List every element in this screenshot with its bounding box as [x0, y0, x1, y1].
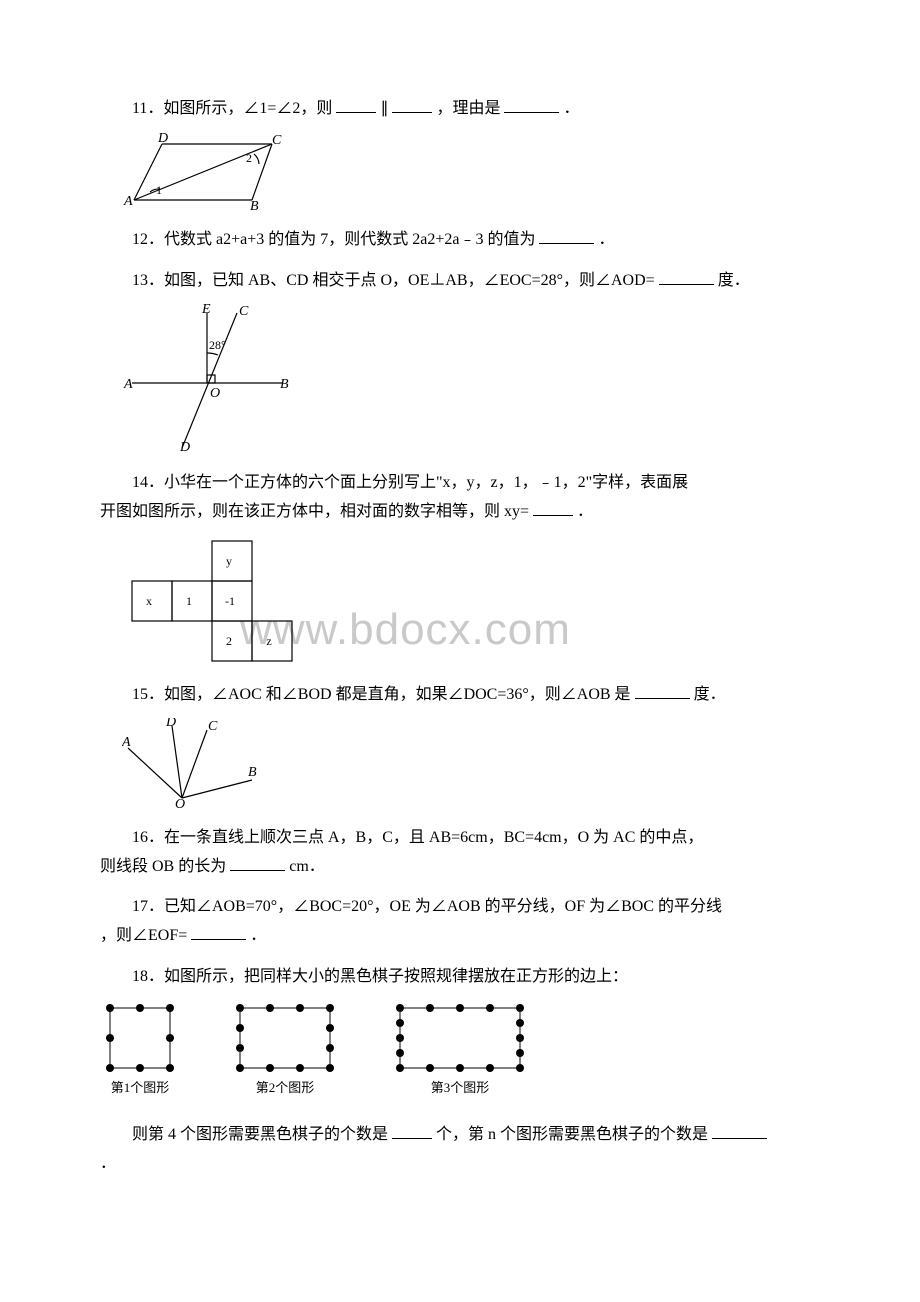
- q17-line1: 17．已知∠AOB=70°，∠BOC=20°，OE 为∠AOB 的平分线，OF …: [100, 893, 820, 922]
- q13-label-angle: 28°: [209, 338, 226, 352]
- question-18: 18．如图所示，把同样大小的黑色棋子按照规律摆放在正方形的边上： 第1个图形: [100, 963, 820, 1178]
- q18-tail-a: 则第 4 个图形需要黑色棋子的个数是: [132, 1126, 388, 1143]
- q16-line1: 16．在一条直线上顺次三点 A，B，C，且 AB=6cm，BC=4cm，O 为 …: [100, 824, 820, 853]
- q11-label-C: C: [272, 133, 282, 148]
- q15-figure: A D C B O: [122, 718, 820, 808]
- q18-tail-b: 个，第 n 个图形需要黑色棋子的个数是: [436, 1126, 708, 1143]
- q18-caption-1: 第1个图形: [111, 1080, 170, 1095]
- q11-text-d: ．: [563, 100, 579, 117]
- question-14: 14．小华在一个正方体的六个面上分别写上"x，y，z，1，﹣1，2"字样，表面展…: [100, 469, 820, 665]
- q15-blank: [635, 698, 690, 699]
- question-11: 11．如图所示，∠1=∠2，则 ∥ ，理由是 ． D C: [100, 95, 820, 210]
- q15-text-b: 度．: [694, 686, 726, 703]
- q12-blank: [539, 243, 594, 244]
- q13-text-a: 13．如图，已知 AB、CD 相交于点 O，OE⊥AB，∠EOC=28°，则∠A…: [132, 272, 655, 289]
- q15-label-O: O: [175, 797, 185, 808]
- q15-label-A: A: [122, 735, 131, 750]
- q11-label-1: 1: [156, 183, 162, 197]
- q13-label-E: E: [201, 303, 211, 317]
- q18-figure: 第1个图形 第2个图形: [100, 1000, 820, 1105]
- q11-label-B: B: [250, 199, 259, 210]
- q13-label-C: C: [239, 304, 249, 319]
- q15-label-D: D: [165, 718, 176, 730]
- q13-blank: [659, 284, 714, 285]
- q14-cell-1: 1: [186, 594, 192, 608]
- q11-blank-1: [336, 112, 376, 113]
- q13-label-D: D: [179, 440, 190, 453]
- q18-caption-2: 第2个图形: [256, 1080, 315, 1095]
- q18-tail-c: ．: [100, 1150, 820, 1179]
- q11-text: 11．如图所示，∠1=∠2，则 ∥ ，理由是 ．: [100, 95, 820, 124]
- q14-figure: y x 1 -1 2 z: [122, 535, 820, 665]
- q13-label-O: O: [210, 386, 220, 401]
- q15-text-a: 15．如图，∠AOC 和∠BOD 都是直角，如果∠DOC=36°，则∠AOB 是: [132, 686, 631, 703]
- q12-text-a: 12．代数式 a2+a+3 的值为 7，则代数式 2a2+2a﹣3 的值为: [132, 231, 535, 248]
- question-16: 16．在一条直线上顺次三点 A，B，C，且 AB=6cm，BC=4cm，O 为 …: [100, 824, 820, 882]
- question-15: 15．如图，∠AOC 和∠BOD 都是直角，如果∠DOC=36°，则∠AOB 是…: [100, 681, 820, 808]
- q15-label-C: C: [208, 719, 218, 734]
- q14-line2: 开图如图所示，则在该正方体中，相对面的数字相等，则 xy=: [100, 503, 529, 520]
- q11-text-b: ∥: [380, 100, 388, 117]
- q13-text: 13．如图，已知 AB、CD 相交于点 O，OE⊥AB，∠EOC=28°，则∠A…: [100, 267, 820, 296]
- q11-label-2: 2: [246, 151, 252, 165]
- q11-text-c: ，理由是: [436, 100, 500, 117]
- page-content: 11．如图所示，∠1=∠2，则 ∥ ，理由是 ． D C: [100, 95, 820, 1178]
- q14-cell-neg1: -1: [225, 594, 235, 608]
- q18-tail: 则第 4 个图形需要黑色棋子的个数是 个，第 n 个图形需要黑色棋子的个数是: [100, 1121, 820, 1150]
- q17-line2: ，则∠EOF=: [100, 927, 187, 944]
- q15-text: 15．如图，∠AOC 和∠BOD 都是直角，如果∠DOC=36°，则∠AOB 是…: [100, 681, 820, 710]
- q11-figure: D C A B 1 2: [122, 132, 820, 210]
- question-13: 13．如图，已知 AB、CD 相交于点 O，OE⊥AB，∠EOC=28°，则∠A…: [100, 267, 820, 454]
- q14-line2-end: ．: [577, 503, 593, 520]
- q13-label-A: A: [123, 377, 133, 392]
- question-17: 17．已知∠AOB=70°，∠BOC=20°，OE 为∠AOB 的平分线，OF …: [100, 893, 820, 951]
- q18-caption-3: 第3个图形: [431, 1080, 490, 1095]
- q14-cell-z: z: [266, 634, 271, 648]
- q11-blank-2: [392, 112, 432, 113]
- q11-label-A: A: [123, 194, 133, 209]
- q11-blank-3: [504, 112, 559, 113]
- q18-text: 18．如图所示，把同样大小的黑色棋子按照规律摆放在正方形的边上：: [100, 963, 820, 992]
- q12-text-b: ．: [598, 231, 614, 248]
- q16-line2: 则线段 OB 的长为: [100, 858, 226, 875]
- q11-label-D: D: [157, 132, 168, 146]
- q14-cell-2: 2: [226, 634, 232, 648]
- q16-blank: [230, 870, 285, 871]
- question-12: 12．代数式 a2+a+3 的值为 7，则代数式 2a2+2a﹣3 的值为 ．: [100, 226, 820, 255]
- q18-blank-2: [712, 1138, 767, 1139]
- q14-line1: 14．小华在一个正方体的六个面上分别写上"x，y，z，1，﹣1，2"字样，表面展: [100, 469, 820, 498]
- q14-cell-x: x: [146, 594, 152, 608]
- q17-line2-wrap: ，则∠EOF= ．: [100, 922, 820, 951]
- q14-blank: [533, 515, 573, 516]
- q18-blank-1: [392, 1138, 432, 1139]
- q11-text-a: 11．如图所示，∠1=∠2，则: [132, 100, 332, 117]
- q14-line2-wrap: 开图如图所示，则在该正方体中，相对面的数字相等，则 xy= ．: [100, 498, 820, 527]
- q13-text-b: 度．: [718, 272, 750, 289]
- q14-cell-y: y: [226, 554, 232, 568]
- q13-figure: E C A O B D 28°: [122, 303, 820, 453]
- q17-blank: [191, 939, 246, 940]
- q15-label-B: B: [248, 765, 257, 780]
- q16-line2-wrap: 则线段 OB 的长为 cm．: [100, 853, 820, 882]
- q17-line2-end: ．: [250, 927, 266, 944]
- q16-line2-end: cm．: [289, 858, 325, 875]
- q13-label-B: B: [280, 377, 289, 392]
- q12-text: 12．代数式 a2+a+3 的值为 7，则代数式 2a2+2a﹣3 的值为 ．: [100, 226, 820, 255]
